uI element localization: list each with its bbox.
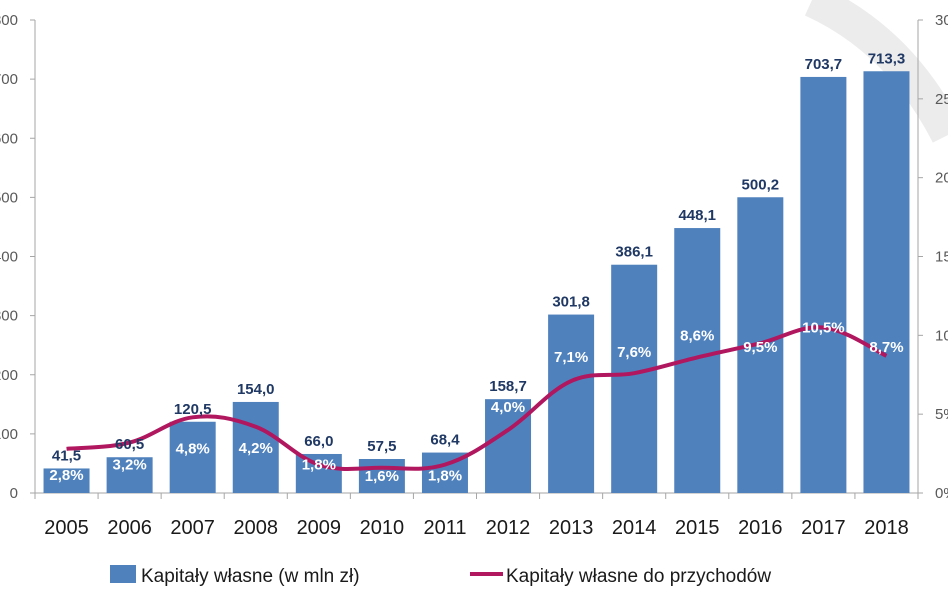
legend-label-line: Kapitały własne do przychodów <box>506 566 771 587</box>
ratio-value-label: 7,1% <box>554 349 588 366</box>
bar-value-label: 500,2 <box>742 176 780 193</box>
x-tick-label: 2006 <box>107 517 152 539</box>
right-tick-label: 20% <box>935 170 948 187</box>
ratio-value-label: 4,0% <box>491 399 525 416</box>
x-tick-label: 2017 <box>801 517 846 539</box>
x-tick-label: 2005 <box>44 517 89 539</box>
ratio-value-label: 8,6% <box>680 327 714 344</box>
bar-value-label: 154,0 <box>237 381 275 398</box>
bar-value-label: 57,5 <box>367 438 396 455</box>
decorative-arc <box>804 0 948 143</box>
bar-2008 <box>232 401 279 493</box>
x-tick-label: 2015 <box>675 517 720 539</box>
right-tick-label: 30% <box>935 12 948 29</box>
bar-value-label: 158,7 <box>489 378 527 395</box>
x-tick-label: 2013 <box>549 517 594 539</box>
bar-2010 <box>358 459 405 493</box>
legend-swatch-bars <box>110 565 136 583</box>
legend: Kapitały własne (w mln zł) Kapitały włas… <box>110 565 771 587</box>
bar-value-label: 301,8 <box>552 294 590 311</box>
x-tick-label: 2014 <box>612 517 657 539</box>
left-tick-label: 100 <box>0 426 18 443</box>
left-tick-label: 300 <box>0 308 18 325</box>
ratio-value-label: 3,2% <box>113 457 147 474</box>
bar-2009 <box>295 453 342 493</box>
bar-2007 <box>169 421 216 493</box>
right-tick-label: 15% <box>935 249 948 266</box>
x-tick-label: 2009 <box>297 517 342 539</box>
bar-2018 <box>863 71 910 493</box>
left-tick-label: 200 <box>0 367 18 384</box>
bar-value-label: 41,5 <box>52 447 81 464</box>
left-tick-label: 600 <box>0 130 18 147</box>
ratio-value-label: 10,5% <box>802 319 845 336</box>
bar-value-label: 713,3 <box>868 50 906 67</box>
x-tick-label: 2008 <box>234 517 279 539</box>
bar-2017 <box>800 76 847 493</box>
ratio-value-label: 4,2% <box>239 440 273 457</box>
bar-value-label: 68,4 <box>430 432 460 449</box>
right-tick-label: 0% <box>935 485 948 502</box>
ratio-value-label: 4,8% <box>176 440 210 457</box>
bar-2013 <box>548 314 595 493</box>
x-tick-label: 2007 <box>170 517 215 539</box>
bar-value-label: 120,5 <box>174 401 212 418</box>
bar-value-label: 60,5 <box>115 436 144 453</box>
right-tick-label: 25% <box>935 91 948 108</box>
x-tick-label: 2016 <box>738 517 783 539</box>
x-tick-label: 2011 <box>423 517 466 539</box>
ratio-value-label: 7,6% <box>617 344 651 361</box>
x-tick-label: 2018 <box>864 517 909 539</box>
ratio-value-label: 1,8% <box>428 468 462 485</box>
bar-value-label: 386,1 <box>615 244 653 261</box>
ratio-value-label: 8,7% <box>869 339 903 356</box>
ratio-value-label: 2,8% <box>49 467 83 484</box>
bar-value-label: 66,0 <box>304 433 333 450</box>
right-tick-label: 10% <box>935 327 948 344</box>
legend-label-bars: Kapitały własne (w mln zł) <box>141 566 360 587</box>
bar-value-label: 703,7 <box>805 56 843 73</box>
ratio-value-label: 1,6% <box>365 468 399 485</box>
bar-2014 <box>611 264 658 493</box>
left-tick-label: 800 <box>0 12 18 29</box>
bar-2012 <box>485 399 532 493</box>
bar-value-label: 448,1 <box>678 207 716 224</box>
ratio-line <box>66 325 888 471</box>
bar-2006 <box>106 457 153 493</box>
x-tick-label: 2010 <box>360 517 405 539</box>
left-tick-label: 500 <box>0 189 18 206</box>
bar-2005 <box>43 468 90 493</box>
right-tick-label: 5% <box>935 406 948 423</box>
left-tick-label: 400 <box>0 249 18 266</box>
ratio-value-label: 1,8% <box>302 457 336 474</box>
left-tick-label: 0 <box>10 485 18 502</box>
ratio-value-label: 9,5% <box>743 339 777 356</box>
left-tick-label: 700 <box>0 71 18 88</box>
x-tick-label: 2012 <box>486 517 531 539</box>
